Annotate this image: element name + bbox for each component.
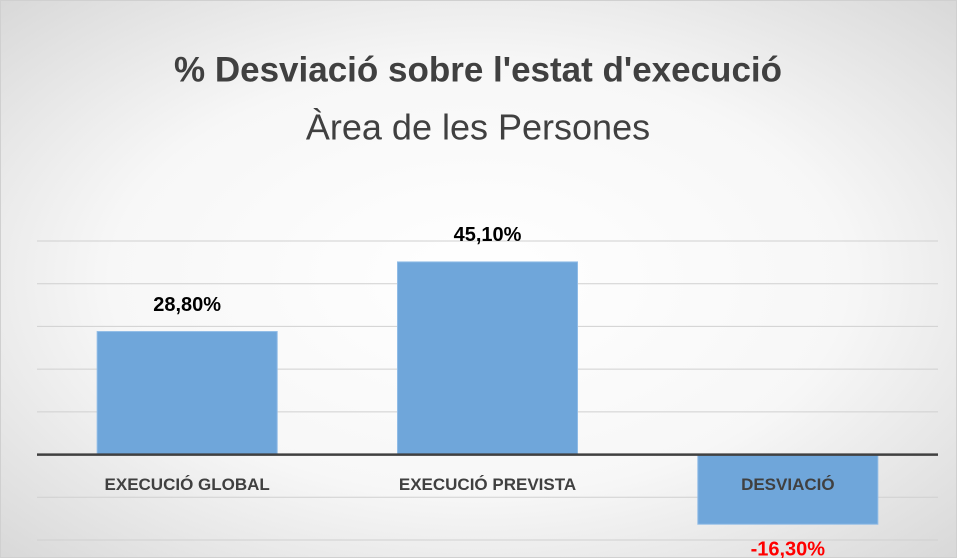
x-tick-label: DESVIACIÓ [741, 475, 835, 494]
bar [397, 261, 578, 456]
data-label: 45,10% [454, 224, 522, 246]
chart-subtitle: Àrea de les Persones [306, 107, 650, 148]
data-label: -16,30% [751, 538, 826, 558]
chart-title: % Desviació sobre l'estat d'execució [174, 50, 782, 89]
bar [697, 454, 879, 525]
x-tick-label: EXECUCIÓ PREVISTA [399, 475, 576, 494]
x-tick-label: EXECUCIÓ GLOBAL [105, 475, 270, 494]
bar [96, 331, 278, 456]
data-label: 28,80% [153, 294, 221, 316]
